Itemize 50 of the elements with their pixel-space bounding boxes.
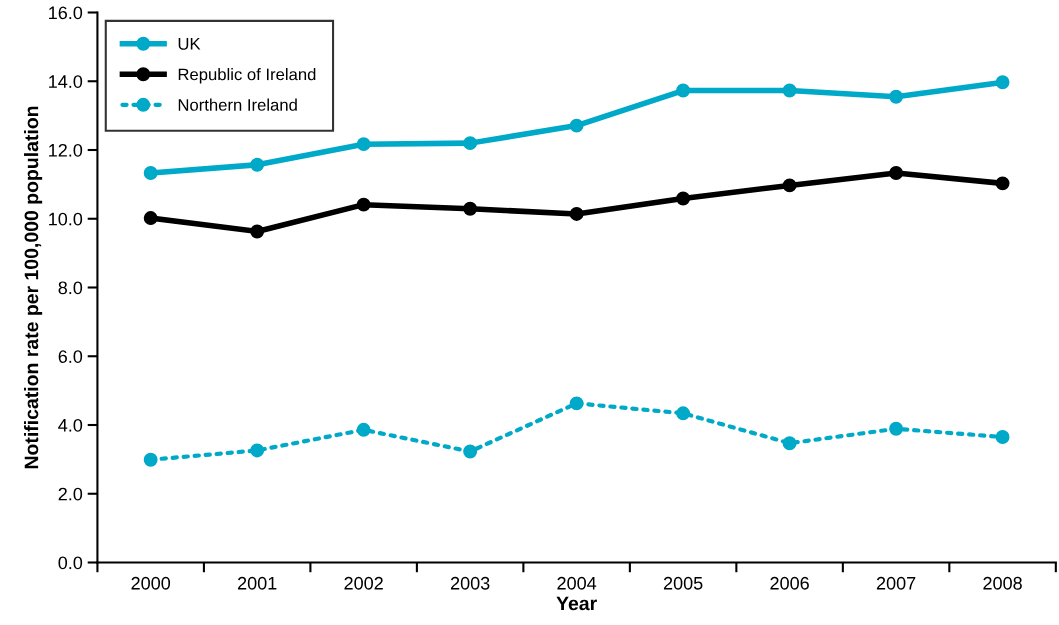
point [889, 166, 904, 180]
x-tick-label: 2003 [450, 576, 490, 590]
x-tick-label: 2005 [663, 576, 703, 590]
point [676, 83, 691, 98]
point [676, 406, 691, 421]
point [463, 444, 478, 459]
y-tick-label: 10.0 [49, 212, 83, 226]
y-tick-label: 16.0 [49, 6, 83, 20]
point [463, 136, 478, 151]
y-tick-label: 2.0 [58, 487, 83, 501]
point [889, 421, 904, 436]
point [356, 137, 371, 152]
legend-label: UK [178, 38, 201, 50]
y-axis-title: Notification rate per 100,000 population [24, 106, 43, 469]
x-tick-label: 2008 [983, 576, 1022, 590]
y-tick-label: 12.0 [49, 143, 83, 157]
legend-label: Republic of Ireland [178, 68, 316, 84]
point [250, 224, 265, 239]
point [356, 197, 371, 212]
point [676, 191, 691, 206]
point [143, 166, 158, 180]
point [995, 176, 1010, 191]
y-tick-label: 6.0 [58, 350, 83, 363]
point [569, 206, 584, 221]
point [143, 211, 158, 226]
x-tick-label: 2002 [344, 576, 383, 590]
point [995, 430, 1010, 444]
point [250, 157, 265, 172]
x-tick-label: 2001 [237, 576, 277, 590]
x-axis-title: Year [556, 596, 597, 611]
point [463, 201, 478, 216]
point [569, 396, 584, 411]
point [569, 118, 584, 133]
point [250, 443, 265, 458]
point [782, 178, 797, 193]
legend-label: Northern Ireland [178, 98, 297, 111]
y-tick-label: 8.0 [58, 281, 83, 295]
point [782, 83, 797, 98]
x-tick-label: 2000 [131, 576, 171, 590]
point [995, 75, 1010, 90]
y-tick-label: 0.0 [58, 556, 83, 570]
point [143, 452, 158, 467]
y-tick-label: 4.0 [58, 418, 83, 432]
x-tick-label: 2006 [770, 576, 809, 590]
point [889, 89, 904, 104]
x-tick-label: 2007 [876, 576, 916, 590]
y-tick-label: 14.0 [49, 75, 83, 88]
x-tick-label: 2004 [557, 576, 597, 590]
point [782, 436, 797, 451]
point [356, 422, 371, 437]
